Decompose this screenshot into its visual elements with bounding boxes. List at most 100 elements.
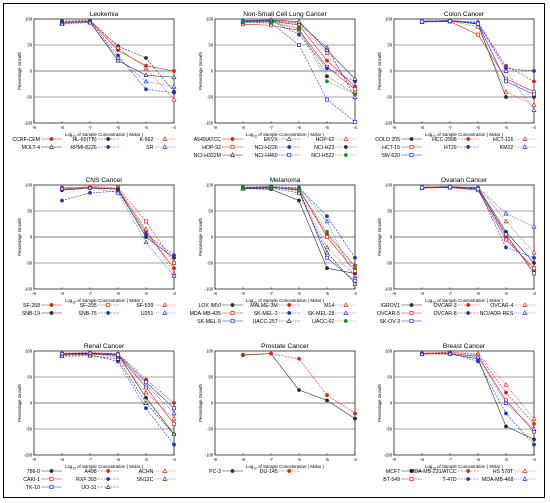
x-axis-label-main: Log <box>246 132 254 137</box>
data-point <box>532 255 536 260</box>
legend-label: SK-OV-3 <box>380 319 401 325</box>
chart-title: Prostate Cancer <box>261 343 309 350</box>
x-axis-label-rest: of Sample Concentration ( Molar ) <box>436 298 504 303</box>
y-tick-label: 50 <box>388 208 393 213</box>
legend-marker <box>287 153 292 157</box>
data-point <box>116 352 120 357</box>
x-tick-label: -6 <box>297 457 301 462</box>
y-tick-label: -100 <box>384 452 393 457</box>
legend-label: SW-620 <box>381 153 400 159</box>
x-tick-label: -9 <box>32 291 36 296</box>
data-point <box>171 96 177 102</box>
x-tick-label: -5 <box>504 125 508 130</box>
legend-marker <box>106 469 111 473</box>
data-point <box>144 219 148 224</box>
y-tick-label: -50 <box>386 94 393 99</box>
y-tick-label: 50 <box>209 208 214 213</box>
legend-label: NCI/ADR-RES <box>480 311 514 317</box>
data-point <box>87 352 93 358</box>
x-axis-label-rest: of Sample Concentration ( Molar ) <box>257 464 325 469</box>
y-axis-label: Percentage Growth <box>198 52 203 90</box>
legend: 786-0 A498 ACHN CAKI-1 RXF 393 SN12C TK-10 UO-3… <box>23 468 176 491</box>
data-point <box>172 69 176 73</box>
data-point <box>353 416 357 421</box>
x-tick-label: -8 <box>420 125 424 130</box>
y-tick-label: 100 <box>25 16 33 21</box>
y-axis-label: Percentage Growth <box>17 384 22 422</box>
legend-marker <box>230 319 235 323</box>
data-point <box>144 406 148 411</box>
x-axis-label: Log10 of Sample Concentration ( Molar ) <box>246 132 325 138</box>
legend-label: MDA-MB-231/ATCC <box>410 469 457 475</box>
legend-label: UACC-62 <box>312 319 334 325</box>
x-tick-label: -7 <box>448 457 452 462</box>
legend-marker <box>230 469 235 473</box>
data-point <box>144 232 148 237</box>
legend-marker <box>287 303 292 307</box>
x-axis-label: Log10 of Sample Concentration ( Molar ) <box>65 298 144 304</box>
x-axis-label-rest: of Sample Concentration ( Molar ) <box>257 132 325 137</box>
legend-marker <box>162 468 168 473</box>
x-axis-label: Log10 of Sample Concentration ( Molar ) <box>65 464 144 470</box>
x-tick-label: -9 <box>213 125 217 130</box>
x-tick-label: -5 <box>504 457 508 462</box>
legend-marker <box>522 302 528 307</box>
x-axis-label-rest: of Sample Concentration ( Molar ) <box>76 298 144 303</box>
legend-marker <box>522 136 528 141</box>
x-axis-label: Log10 of Sample Concentration ( Molar ) <box>65 132 144 138</box>
x-tick-label: -6 <box>476 291 480 296</box>
y-tick-label: 50 <box>209 374 214 379</box>
legend-label: UACC-257 <box>253 319 278 325</box>
series-line <box>242 21 356 95</box>
chart-title: Non-Small Cell Lung Cancer <box>243 11 327 18</box>
data-point <box>297 43 301 47</box>
data-point <box>115 356 121 361</box>
y-tick-label: 0 <box>30 234 33 239</box>
data-point <box>325 255 329 260</box>
legend-label: M14 <box>324 303 334 309</box>
legend-marker <box>466 477 471 481</box>
x-tick-label: -7 <box>269 291 273 296</box>
x-tick-label: -5 <box>144 291 148 296</box>
data-point <box>532 79 536 84</box>
legend-label: A549/ATCC <box>194 137 222 143</box>
legend-marker <box>409 311 414 315</box>
y-tick-label: -50 <box>26 260 33 265</box>
x-tick-label: -7 <box>88 457 92 462</box>
chart-title: Colon Cancer <box>444 11 485 18</box>
y-tick-label: 50 <box>28 42 33 47</box>
data-point <box>419 351 425 356</box>
data-point <box>269 185 273 190</box>
legend-marker <box>343 310 349 315</box>
data-point <box>476 21 480 26</box>
y-tick-label: 0 <box>390 68 393 73</box>
data-point <box>241 185 245 190</box>
y-tick-label: -100 <box>24 120 33 125</box>
legend-marker <box>466 469 471 473</box>
x-axis-label-sub: 10 <box>253 466 257 470</box>
data-point <box>532 266 536 271</box>
y-tick-label: 100 <box>25 182 33 187</box>
data-point <box>88 190 92 195</box>
data-point <box>171 410 177 416</box>
legend-label: T-47D <box>443 477 457 483</box>
legend-label: U251 <box>141 311 154 317</box>
legend-label: MOLT-4 <box>22 145 40 151</box>
x-axis-label-rest: of Sample Concentration ( Molar ) <box>76 464 144 469</box>
data-point <box>352 94 358 99</box>
legend-label: MDA-MB-435 <box>190 311 222 317</box>
legend-label: SK-MEL-28 <box>308 311 335 317</box>
y-tick-label: 100 <box>385 16 393 21</box>
legend-marker <box>230 303 235 307</box>
data-point <box>325 97 329 102</box>
x-tick-label: -4 <box>172 291 176 296</box>
legend-marker <box>49 137 54 141</box>
x-axis-label-sub: 10 <box>72 300 76 304</box>
data-point <box>143 382 149 387</box>
chart-title: CNS Cancer <box>85 177 123 184</box>
x-tick-label: -9 <box>392 291 396 296</box>
x-axis-label-sub: 10 <box>72 134 76 138</box>
legend-marker <box>49 477 54 481</box>
chart-panel-3: Colon Cancer 100 50 0 -50 -100-9 -8 -7 -6 -5 -4 Per… <box>375 11 536 159</box>
legend-label: HL-60(TB) <box>72 137 96 143</box>
